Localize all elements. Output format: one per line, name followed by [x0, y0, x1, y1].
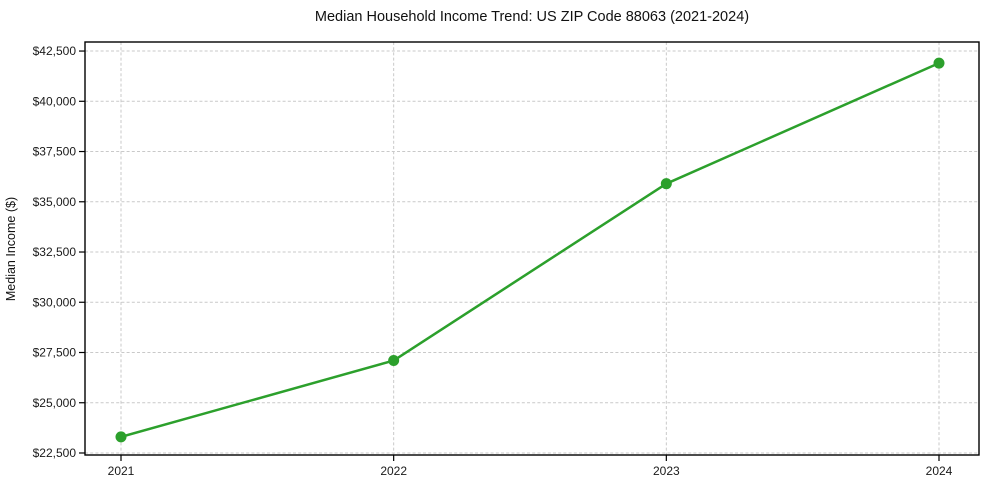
x-tick-label: 2021: [108, 464, 135, 478]
y-tick-label: $40,000: [33, 94, 77, 108]
y-tick-label: $25,000: [33, 396, 77, 410]
axis-ticks: [79, 50, 940, 461]
data-point-marker: [115, 431, 127, 443]
y-tick-label: $42,500: [33, 44, 77, 58]
chart-title: Median Household Income Trend: US ZIP Co…: [315, 9, 749, 25]
y-tick-label: $35,000: [33, 195, 77, 209]
series-line: [119, 61, 941, 439]
tick-labels: $22,500 $25,000 $27,500 $30,000 $32,500 $35,0…: [33, 44, 953, 478]
y-axis-label: Median Income ($): [4, 197, 18, 301]
y-tick-label: $27,500: [33, 346, 77, 360]
y-tick-label: $37,500: [33, 145, 77, 159]
x-tick-label: 2024: [926, 464, 953, 478]
data-point-marker: [660, 178, 672, 190]
y-tick-label: $30,000: [33, 295, 77, 309]
plot-frame: [84, 41, 980, 456]
y-tick-label: $32,500: [33, 245, 77, 259]
series-median-income: [115, 57, 945, 443]
data-point-marker: [933, 57, 945, 69]
x-tick-label: 2023: [653, 464, 680, 478]
y-tick-label: $22,500: [33, 446, 77, 460]
data-point-marker: [388, 355, 400, 367]
gridlines: [85, 42, 979, 455]
x-tick-label: 2022: [380, 464, 407, 478]
